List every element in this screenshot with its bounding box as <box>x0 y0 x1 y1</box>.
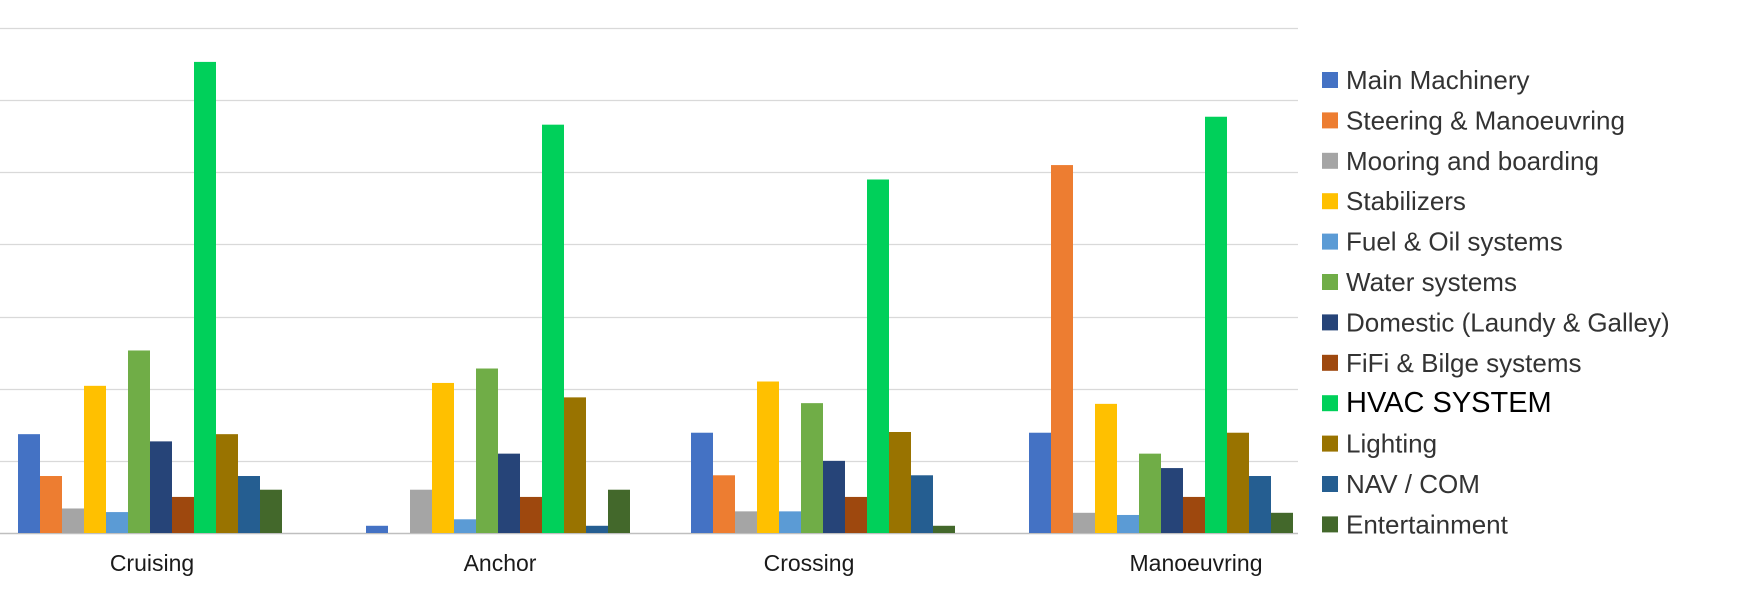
legend-swatch <box>1322 72 1338 88</box>
bar <box>172 496 194 533</box>
bar <box>542 124 564 534</box>
bar <box>867 179 889 533</box>
bar <box>194 61 216 534</box>
legend-label: Fuel & Oil systems <box>1346 227 1563 257</box>
bar <box>238 476 260 533</box>
bar <box>845 496 867 533</box>
bar <box>410 489 432 533</box>
legend-label: Entertainment <box>1346 509 1509 539</box>
bar <box>1095 403 1117 533</box>
bar <box>1205 116 1227 533</box>
bar <box>1183 496 1205 533</box>
bar-group <box>1029 116 1293 534</box>
bar <box>1051 165 1073 534</box>
legend-label: Steering & Manoeuvring <box>1346 105 1625 135</box>
bar <box>911 475 933 533</box>
bar <box>432 382 454 533</box>
legend-swatch <box>1322 193 1338 210</box>
bar-group <box>691 179 955 533</box>
bar <box>476 368 498 533</box>
bar <box>366 525 388 533</box>
legend-label: Stabilizers <box>1346 186 1466 216</box>
bar <box>779 511 801 533</box>
legend-swatch <box>1322 516 1338 533</box>
bar <box>260 489 282 533</box>
legend-item: Mooring and boarding <box>1322 146 1599 176</box>
legend-label: Water systems <box>1346 267 1517 297</box>
bar <box>498 453 520 533</box>
legend-item: FiFi & Bilge systems <box>1322 348 1582 378</box>
bar <box>454 519 476 533</box>
legend-swatch <box>1322 314 1338 331</box>
legend-swatch <box>1322 354 1338 371</box>
bar <box>691 432 713 533</box>
category-label: Manoeuvring <box>1130 550 1263 576</box>
bar <box>713 475 735 533</box>
bar <box>40 476 62 533</box>
legend-item: Water systems <box>1322 267 1517 297</box>
legend-item: Entertainment <box>1322 509 1509 539</box>
legend-item: HVAC SYSTEM <box>1322 387 1552 419</box>
bar <box>586 525 608 533</box>
bar-group <box>366 124 630 534</box>
category-label: Cruising <box>110 550 194 576</box>
bar <box>1073 512 1095 533</box>
bar <box>1117 514 1139 533</box>
legend-swatch <box>1322 112 1338 129</box>
bar <box>18 434 40 533</box>
bar <box>889 432 911 533</box>
bar <box>216 434 238 533</box>
bar <box>1227 432 1249 533</box>
legend: Main Machinery Steering & Manoeuvring Moor… <box>1322 65 1670 539</box>
legend-item: Lighting <box>1322 429 1437 459</box>
category-axis: Cruising Anchor Crossing Manoeuvring <box>110 550 1263 576</box>
bar <box>106 512 128 533</box>
legend-label: Mooring and boarding <box>1346 146 1599 176</box>
bar <box>150 441 172 533</box>
legend-swatch <box>1322 233 1338 250</box>
legend-swatch <box>1322 152 1338 169</box>
legend-swatch <box>1322 435 1338 452</box>
legend-swatch <box>1322 476 1338 492</box>
bar <box>735 511 757 533</box>
legend-label: NAV / COM <box>1346 469 1480 499</box>
bar-group <box>18 61 282 534</box>
bar <box>1029 432 1051 533</box>
bar <box>1271 512 1293 533</box>
legend-label: Main Machinery <box>1346 65 1530 95</box>
bar <box>757 381 779 533</box>
legend-swatch <box>1322 395 1338 412</box>
bar <box>564 397 586 533</box>
bar <box>128 350 150 533</box>
bar <box>1161 468 1183 533</box>
legend-item: Domestic (Laundy & Galley) <box>1322 307 1670 337</box>
legend-label: HVAC SYSTEM <box>1346 387 1552 419</box>
legend-label: Lighting <box>1346 429 1437 459</box>
legend-item: NAV / COM <box>1322 469 1480 499</box>
bar <box>84 385 106 533</box>
legend-item: Stabilizers <box>1322 186 1466 216</box>
bar <box>801 403 823 533</box>
legend-label: Domestic (Laundy & Galley) <box>1346 307 1670 337</box>
legend-item: Fuel & Oil systems <box>1322 227 1563 257</box>
bar <box>62 508 84 533</box>
bar <box>1249 476 1271 533</box>
bar <box>823 460 845 533</box>
bars <box>18 61 1293 534</box>
legend-swatch <box>1322 274 1338 290</box>
bar <box>520 496 542 533</box>
legend-label: FiFi & Bilge systems <box>1346 348 1582 378</box>
bar <box>1139 453 1161 533</box>
legend-item: Steering & Manoeuvring <box>1322 105 1625 135</box>
category-label: Crossing <box>764 550 855 576</box>
legend-item: Main Machinery <box>1322 65 1530 95</box>
category-label: Anchor <box>464 550 537 576</box>
bar <box>608 489 630 533</box>
bar <box>933 525 955 533</box>
